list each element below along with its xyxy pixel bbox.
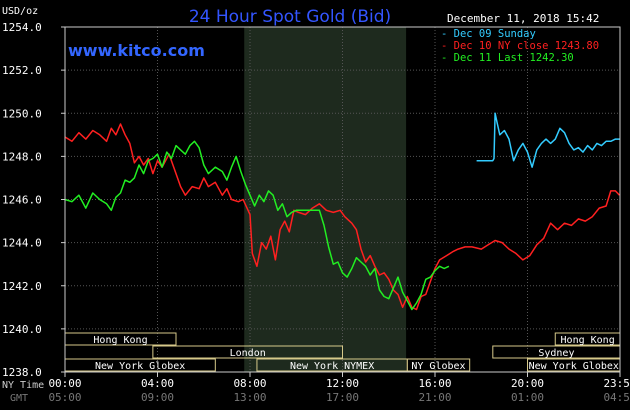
brand-watermark: www.kitco.com <box>68 41 205 60</box>
legend-entry: - Dec 09 Sunday <box>441 28 536 40</box>
x-tick-label-gmt: 13:00 <box>233 391 266 404</box>
plot-shaded-region <box>244 27 407 372</box>
y-tick-label: 1238.0 <box>2 366 42 379</box>
x-tick-label-ny: 23:59 <box>603 377 630 390</box>
y-tick-label: 1246.0 <box>2 194 42 207</box>
y-tick-label: 1252.0 <box>2 64 42 77</box>
chart-legend: - Dec 09 Sunday- Dec 10 NY close 1243.80… <box>441 28 599 64</box>
y-tick-label: 1244.0 <box>2 237 42 250</box>
y-tick-label: 1250.0 <box>2 107 42 120</box>
x-tick-label-gmt: 01:00 <box>511 391 544 404</box>
session-label: Hong Kong <box>561 335 615 346</box>
y-tick-label: 1240.0 <box>2 323 42 336</box>
chart-title: 24 Hour Spot Gold (Bid) <box>189 7 391 27</box>
x-tick-label-gmt: 05:00 <box>48 391 81 404</box>
chart-timestamp: December 11, 2018 15:42 <box>447 12 599 25</box>
x-tick-label-ny: 04:00 <box>141 377 174 390</box>
y-tick-label: 1248.0 <box>2 150 42 163</box>
ny-time-row-label: NY Time <box>2 380 44 391</box>
x-tick-label-ny: 00:00 <box>48 377 81 390</box>
trading-sessions: Hong Kong London New York Globex New York N… <box>64 332 621 372</box>
y-axis-unit-label: USD/oz <box>2 6 38 17</box>
series-line <box>476 112 620 168</box>
session-label: New York Globex <box>95 361 185 372</box>
x-tick-label-ny: 20:00 <box>511 377 544 390</box>
x-tick-label-ny: 16:00 <box>418 377 451 390</box>
legend-entry: - Dec 10 NY close 1243.80 <box>441 40 599 52</box>
gmt-row-label: GMT <box>10 393 28 404</box>
session-label: Hong Kong <box>93 335 147 346</box>
session-label: London <box>230 348 266 359</box>
x-tick-label-gmt: 17:00 <box>326 391 359 404</box>
session-label: Sydney <box>538 348 574 359</box>
session-label: New York NYMEX <box>290 361 374 372</box>
price-series <box>64 112 621 311</box>
y-axis-ticks: 1254.0 1252.0 1250.0 1248.0 1246.0 1244.0 1242… <box>2 21 65 379</box>
session-label: NY Globex <box>411 361 465 372</box>
legend-entry: - Dec 11 Last 1242.30 <box>441 52 574 64</box>
y-tick-label: 1242.0 <box>2 280 42 293</box>
session-bar <box>152 345 343 359</box>
x-tick-label-gmt: 21:00 <box>418 391 451 404</box>
series-line <box>64 140 450 311</box>
x-tick-label-gmt: 04:59 <box>603 391 630 404</box>
x-tick-label-ny: 08:00 <box>233 377 266 390</box>
x-tick-label-ny: 12:00 <box>326 377 359 390</box>
session-bar <box>406 358 471 372</box>
series-line <box>64 123 621 311</box>
session-label: New York Globex <box>529 361 619 372</box>
x-tick-label-gmt: 09:00 <box>141 391 174 404</box>
y-tick-label: 1254.0 <box>2 21 42 34</box>
